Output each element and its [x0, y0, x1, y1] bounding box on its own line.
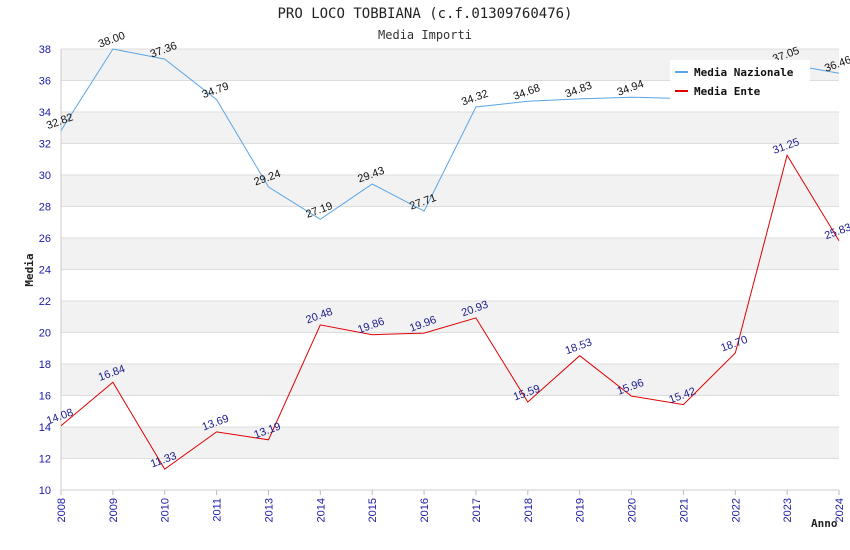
- y-tick-label: 12: [39, 454, 51, 466]
- x-tick-label: 2015: [367, 498, 379, 522]
- grid-lines: [61, 48, 839, 491]
- y-tick-label: 38: [39, 44, 51, 56]
- grid-band: [61, 301, 839, 333]
- y-tick-label: 36: [39, 76, 51, 88]
- y-tick-label: 14: [39, 422, 51, 434]
- legend-entry: Media Ente: [694, 85, 761, 98]
- data-label: 18.70: [719, 334, 749, 355]
- x-tick-label: 2018: [523, 498, 535, 522]
- x-tick-label: 2009: [108, 498, 120, 522]
- chart-title: PRO LOCO TOBBIANA (c.f.01309760476): [277, 6, 572, 22]
- grid-band: [61, 238, 839, 270]
- y-tick-label: 18: [39, 359, 51, 371]
- y-tick-labels: 10 12 14 16 18 20 22 24 26 28 30 32 34 36 38: [39, 44, 51, 497]
- y-tick-label: 34: [39, 107, 51, 119]
- y-tick-label: 20: [39, 328, 51, 340]
- data-label: 34.79: [201, 80, 231, 101]
- data-label: 14.08: [45, 407, 75, 428]
- grid-band: [61, 427, 839, 459]
- y-axis-label: Media: [23, 253, 36, 286]
- grid-band: [61, 175, 839, 207]
- grid-band: [61, 364, 839, 396]
- x-tick-label: 2019: [575, 498, 587, 522]
- y-tick-label: 10: [39, 485, 51, 497]
- x-axis-label: Anno: [811, 517, 838, 530]
- y-tick-label: 28: [39, 202, 51, 214]
- legend-entry: Media Nazionale: [694, 66, 794, 79]
- data-label: 18.53: [564, 336, 594, 357]
- series-line: [60, 154, 840, 470]
- data-label: 38.00: [97, 30, 127, 51]
- x-tick-label: 2020: [627, 498, 639, 522]
- chart-subtitle: Media Importi: [378, 28, 472, 42]
- y-tick-label: 32: [39, 139, 51, 151]
- data-label: 34.94: [616, 78, 646, 99]
- y-tick-label: 30: [39, 170, 51, 182]
- axes: [60, 49, 840, 495]
- grid-bands: [61, 49, 839, 459]
- x-tick-label: 2016: [419, 498, 431, 522]
- data-label: 34.68: [512, 82, 542, 103]
- x-tick-label: 2011: [212, 498, 224, 522]
- x-tick-label: 2013: [263, 498, 275, 522]
- legend-box: [670, 60, 810, 104]
- y-tick-label: 16: [39, 391, 51, 403]
- x-tick-label: 2021: [678, 498, 690, 522]
- x-tick-label: 2017: [471, 498, 483, 522]
- y-tick-label: 26: [39, 233, 51, 245]
- x-tick-label: 2024: [834, 498, 846, 522]
- x-tick-label: 2023: [782, 498, 794, 522]
- grid-band: [61, 112, 839, 144]
- data-label: 34.32: [460, 88, 490, 109]
- y-tick-label: 24: [39, 265, 51, 277]
- x-tick-label: 2008: [56, 498, 68, 522]
- x-tick-label: 2014: [315, 498, 327, 522]
- data-label: 34.83: [564, 80, 594, 101]
- x-tick-labels: 2008 2009 2010 2011 2013 2014 2015 2016 2017 2018…: [56, 498, 846, 522]
- x-tick-label: 2010: [160, 498, 172, 522]
- legend: Media Nazionale Media Ente: [670, 60, 810, 104]
- x-tick-label: 2022: [730, 498, 742, 522]
- y-tick-label: 22: [39, 296, 51, 308]
